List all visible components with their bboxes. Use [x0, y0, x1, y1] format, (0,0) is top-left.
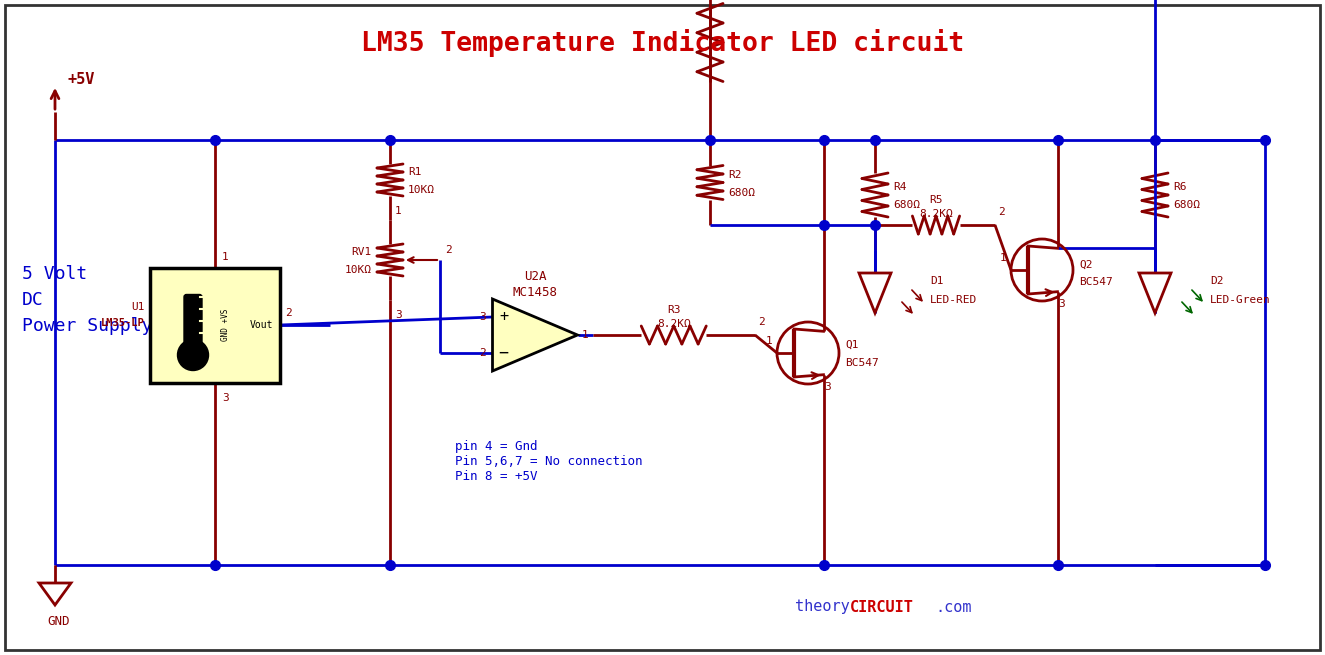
FancyBboxPatch shape [184, 295, 201, 356]
Text: 3: 3 [223, 392, 229, 403]
Text: U2A: U2A [523, 269, 546, 282]
Text: Q2: Q2 [1079, 260, 1093, 270]
Text: 2: 2 [998, 207, 1004, 217]
Polygon shape [1140, 273, 1171, 313]
Text: +: + [500, 310, 507, 324]
Text: 2: 2 [478, 348, 485, 358]
Text: 3: 3 [1059, 299, 1065, 309]
Text: 5 Volt
DC
Power Supply: 5 Volt DC Power Supply [23, 265, 152, 335]
Text: 8.2KΩ: 8.2KΩ [657, 319, 690, 329]
Text: 1: 1 [999, 253, 1006, 263]
FancyBboxPatch shape [150, 267, 280, 383]
Text: 1: 1 [582, 330, 588, 340]
Text: BC547: BC547 [845, 358, 878, 368]
Text: 8.2KΩ: 8.2KΩ [920, 209, 953, 219]
Text: RV1: RV1 [351, 247, 372, 257]
Text: Vout: Vout [249, 320, 273, 330]
Text: +5V: +5V [68, 73, 94, 88]
Text: pin 4 = Gnd
Pin 5,6,7 = No connection
Pin 8 = +5V: pin 4 = Gnd Pin 5,6,7 = No connection Pi… [454, 440, 643, 483]
Text: theory: theory [795, 599, 851, 614]
Text: R2: R2 [727, 170, 742, 179]
Polygon shape [859, 273, 890, 313]
Text: .com: .com [935, 599, 971, 614]
Text: LED-RED: LED-RED [930, 295, 978, 305]
Text: R4: R4 [893, 182, 906, 192]
Text: GND +VS: GND +VS [220, 309, 229, 341]
Text: 10KΩ: 10KΩ [344, 265, 372, 275]
Text: MC1458: MC1458 [513, 286, 558, 299]
Text: 3: 3 [824, 382, 831, 392]
Text: D2: D2 [1210, 276, 1223, 286]
Text: LM35 Temperature Indicator LED circuit: LM35 Temperature Indicator LED circuit [360, 29, 965, 57]
Text: 680Ω: 680Ω [727, 187, 755, 198]
Text: 2: 2 [758, 317, 765, 327]
Polygon shape [493, 299, 578, 371]
Text: R6: R6 [1173, 182, 1186, 192]
Text: 3: 3 [478, 312, 485, 322]
Text: CIRCUIT: CIRCUIT [851, 599, 914, 614]
Text: 1: 1 [766, 336, 772, 346]
Text: 1: 1 [395, 206, 401, 216]
Text: 2: 2 [285, 308, 292, 318]
Text: 680Ω: 680Ω [893, 200, 920, 210]
Text: LED-Green: LED-Green [1210, 295, 1271, 305]
Text: 3: 3 [395, 310, 401, 320]
Text: GND: GND [48, 615, 70, 628]
Text: R5: R5 [929, 195, 943, 205]
Text: 680Ω: 680Ω [1173, 200, 1200, 210]
Text: BC547: BC547 [1079, 277, 1113, 287]
Text: 10KΩ: 10KΩ [408, 185, 435, 195]
Text: 1: 1 [223, 252, 229, 263]
Text: R1: R1 [408, 167, 421, 177]
FancyBboxPatch shape [5, 5, 1320, 650]
Text: D1: D1 [930, 276, 943, 286]
Text: R3: R3 [666, 305, 681, 315]
Polygon shape [38, 583, 72, 605]
Text: 2: 2 [445, 245, 452, 255]
Text: LM35-LP: LM35-LP [101, 318, 144, 328]
Text: −: − [498, 344, 509, 362]
Circle shape [178, 339, 208, 371]
Text: U1: U1 [131, 302, 144, 312]
Text: Q1: Q1 [845, 340, 859, 350]
